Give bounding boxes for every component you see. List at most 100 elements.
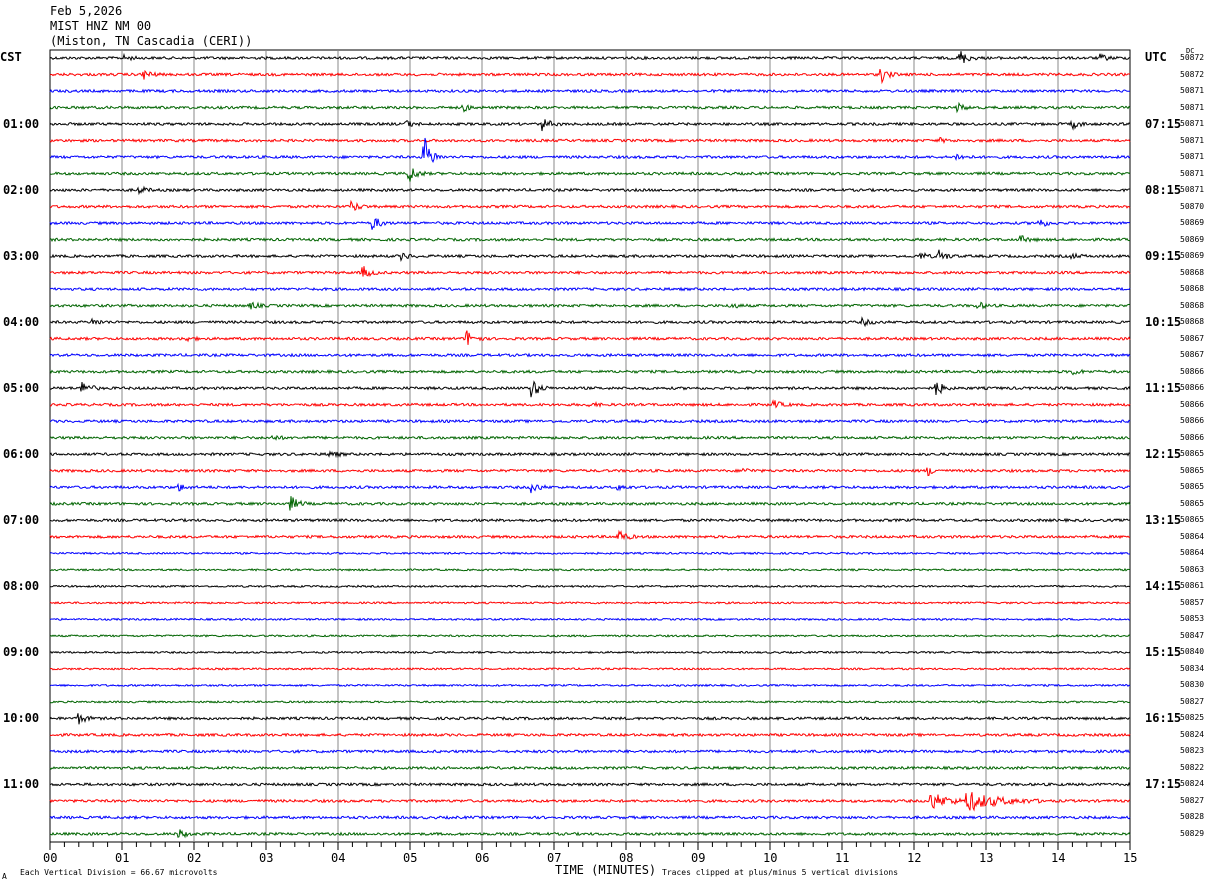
x-tick-label: 15 bbox=[1123, 851, 1138, 865]
seismic-trace bbox=[49, 218, 1131, 230]
seismic-trace bbox=[49, 286, 1131, 292]
seismic-trace bbox=[49, 814, 1131, 821]
dc-value: 50869 bbox=[1180, 218, 1205, 228]
scale-note: Each Vertical Division = 66.67 microvolt… bbox=[20, 868, 218, 877]
dc-value: 50865 bbox=[1180, 498, 1205, 508]
seismic-trace bbox=[49, 352, 1131, 358]
dc-value: 50830 bbox=[1180, 680, 1205, 690]
dc-value: 50866 bbox=[1180, 432, 1205, 442]
seismic-trace bbox=[49, 51, 1131, 63]
dc-value: 50847 bbox=[1180, 630, 1205, 640]
dc-value: 50865 bbox=[1180, 449, 1205, 459]
dc-value: 50867 bbox=[1180, 350, 1205, 360]
x-axis-label: TIME (MINUTES) bbox=[555, 863, 657, 877]
dc-value: 50825 bbox=[1180, 713, 1205, 723]
seismic-trace bbox=[49, 634, 1131, 638]
dc-value: 50829 bbox=[1180, 828, 1205, 838]
dc-value: 50840 bbox=[1180, 647, 1205, 657]
dc-value: 50872 bbox=[1180, 53, 1205, 62]
dc-value: 50834 bbox=[1180, 663, 1205, 673]
seismic-trace bbox=[49, 713, 1131, 725]
utc-hour-label: 07:15 bbox=[1145, 117, 1182, 132]
cst-hour-label: 07:00 bbox=[3, 513, 40, 528]
dc-value: 50827 bbox=[1180, 696, 1205, 706]
seismic-trace bbox=[49, 266, 1131, 277]
x-tick-label: 00 bbox=[43, 851, 58, 865]
location-label: (Miston, TN Cascadia (CERI)) bbox=[50, 34, 253, 48]
dc-value: 50865 bbox=[1180, 465, 1205, 475]
seismic-trace bbox=[49, 168, 1131, 182]
cst-hour-label: 08:00 bbox=[3, 579, 40, 594]
dc-value: 50857 bbox=[1180, 597, 1205, 607]
seismic-trace bbox=[49, 330, 1131, 345]
x-tick-label: 09 bbox=[691, 851, 706, 865]
dc-value: 50861 bbox=[1180, 581, 1205, 591]
utc-hour-label: 16:15 bbox=[1145, 711, 1182, 726]
dc-value: 50868 bbox=[1180, 300, 1205, 310]
dc-value: 50871 bbox=[1180, 86, 1205, 96]
dc-value: 50827 bbox=[1180, 795, 1205, 805]
seismic-trace bbox=[49, 88, 1131, 94]
seismic-trace bbox=[49, 101, 1131, 114]
x-tick-label: 10 bbox=[763, 851, 778, 865]
x-tick-label: 11 bbox=[835, 851, 850, 865]
dc-value: 50823 bbox=[1180, 746, 1205, 756]
cst-hour-label: 02:00 bbox=[3, 183, 40, 198]
utc-hour-label: 12:15 bbox=[1145, 447, 1182, 462]
seismic-trace bbox=[49, 829, 1131, 839]
cst-hour-label: 03:00 bbox=[3, 249, 40, 264]
station-label: MIST HNZ NM 00 bbox=[50, 19, 152, 33]
left-timezone-label: CST bbox=[0, 50, 22, 64]
dc-value: 50865 bbox=[1180, 515, 1205, 525]
dc-value: 50871 bbox=[1180, 185, 1205, 195]
dc-value: 50871 bbox=[1180, 135, 1205, 145]
dc-label: DC bbox=[1186, 47, 1195, 55]
dc-value: 50864 bbox=[1180, 548, 1205, 558]
plot-frame bbox=[49, 49, 1131, 843]
cst-hour-label: 11:00 bbox=[3, 777, 40, 792]
seismic-trace bbox=[49, 529, 1131, 541]
utc-hour-label: 08:15 bbox=[1145, 183, 1182, 198]
x-tick-label: 05 bbox=[403, 851, 418, 865]
x-tick-label: 13 bbox=[979, 851, 994, 865]
utc-hour-label: 13:15 bbox=[1145, 513, 1182, 528]
seismic-trace bbox=[49, 551, 1130, 556]
x-tick-label: 01 bbox=[115, 851, 130, 865]
seismic-trace bbox=[49, 667, 1131, 671]
seismic-trace bbox=[49, 450, 1131, 459]
dc-value: 50868 bbox=[1180, 284, 1205, 294]
clip-note: Traces clipped at plus/minus 5 vertical … bbox=[662, 868, 899, 877]
dc-value: 50868 bbox=[1180, 317, 1205, 327]
seismic-trace bbox=[49, 380, 1131, 398]
dc-value: 50871 bbox=[1180, 168, 1205, 178]
seismic-trace bbox=[49, 418, 1131, 424]
seismic-trace bbox=[49, 185, 1130, 196]
dc-value: 50868 bbox=[1180, 267, 1205, 277]
dc-value: 50869 bbox=[1180, 234, 1205, 244]
utc-hour-label: 17:15 bbox=[1145, 777, 1182, 792]
x-tick-label: 04 bbox=[331, 851, 346, 865]
x-tick-label: 07 bbox=[547, 851, 562, 865]
utc-hour-label: 14:15 bbox=[1145, 579, 1182, 594]
utc-hour-label: 15:15 bbox=[1145, 645, 1182, 660]
seismic-trace bbox=[49, 781, 1131, 787]
x-tick-label: 06 bbox=[475, 851, 490, 865]
cst-hour-label: 04:00 bbox=[3, 315, 40, 330]
seismic-trace bbox=[49, 748, 1130, 754]
dc-value: 50866 bbox=[1180, 399, 1205, 409]
dc-value: 50871 bbox=[1180, 102, 1205, 112]
seismic-trace bbox=[49, 68, 1131, 85]
dc-value: 50871 bbox=[1180, 152, 1205, 162]
cst-hour-label: 10:00 bbox=[3, 711, 40, 726]
seismic-trace bbox=[49, 199, 1131, 212]
dc-value: 50853 bbox=[1180, 614, 1205, 624]
seismic-trace bbox=[49, 136, 1131, 144]
seismic-trace bbox=[49, 368, 1131, 376]
seismic-trace bbox=[49, 650, 1131, 655]
seismic-trace bbox=[49, 584, 1131, 589]
seismic-trace bbox=[49, 316, 1131, 328]
seismic-trace bbox=[49, 137, 1131, 163]
seismic-trace bbox=[49, 301, 1131, 310]
cst-hour-label: 05:00 bbox=[3, 381, 40, 396]
seismic-trace bbox=[49, 467, 1131, 477]
